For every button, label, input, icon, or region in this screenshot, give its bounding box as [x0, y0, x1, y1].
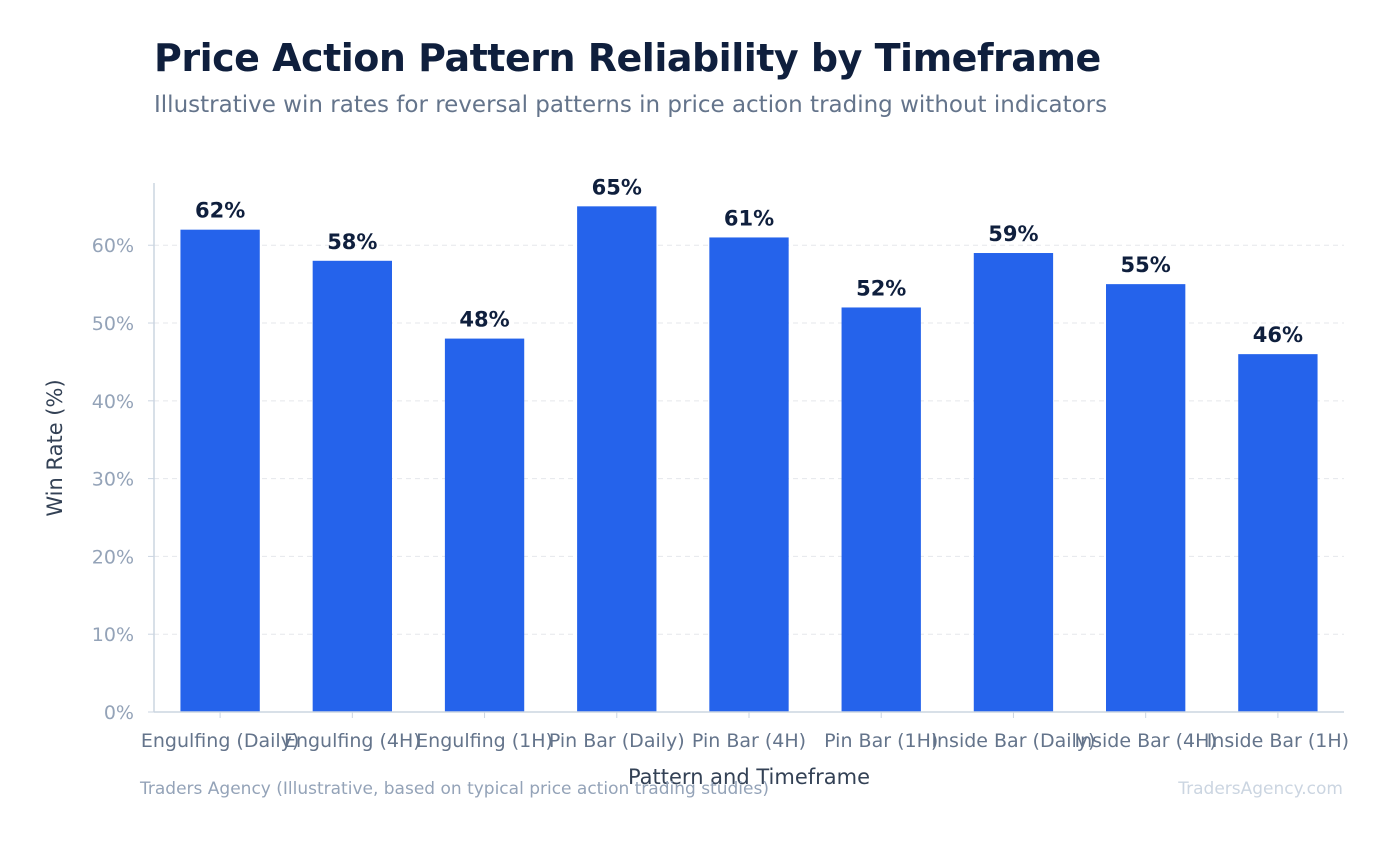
- bar: [312, 260, 392, 712]
- bar-value-labels: 62% 58% 48% 65% 61% 52% 59% 55% 46%: [195, 175, 1303, 347]
- y-tick-label: 0%: [104, 702, 134, 724]
- y-axis-label: Win Rate (%): [43, 379, 67, 516]
- bar: [180, 229, 260, 713]
- bar-value-label: 46%: [1253, 323, 1303, 347]
- bar: [577, 206, 657, 712]
- y-tick-label: 20%: [92, 546, 134, 568]
- bar: [1106, 284, 1186, 712]
- bar: [709, 237, 789, 713]
- bar-value-label: 65%: [592, 175, 642, 199]
- watermark: TradersAgency.com: [1178, 779, 1343, 799]
- x-tick-label: Inside Bar (4H): [1074, 730, 1216, 752]
- y-tick-label: 10%: [92, 624, 134, 646]
- y-tick-label: 40%: [92, 391, 134, 413]
- bar: [841, 307, 921, 712]
- y-tick-label: 60%: [92, 235, 134, 257]
- bar-value-label: 59%: [988, 222, 1038, 246]
- bar-value-label: 61%: [724, 206, 774, 230]
- x-tick-label: Engulfing (4H): [284, 730, 421, 752]
- bar: [444, 338, 525, 712]
- bar-value-label: 52%: [856, 276, 906, 300]
- x-tick-label: Inside Bar (1H): [1207, 730, 1349, 752]
- source-note: Traders Agency (Illustrative, based on t…: [140, 779, 769, 799]
- y-tick-label: 50%: [92, 313, 134, 335]
- bar-value-label: 58%: [327, 230, 377, 254]
- y-tick-label: 30%: [92, 469, 134, 491]
- bar-value-label: 55%: [1121, 253, 1171, 277]
- x-tick-label: Pin Bar (Daily): [549, 730, 685, 752]
- chart-title: Price Action Pattern Reliability by Time…: [154, 36, 1101, 80]
- x-tick-label: Pin Bar (1H): [824, 730, 938, 752]
- x-tick-label: Engulfing (Daily): [141, 730, 299, 752]
- chart-subtitle: Illustrative win rates for reversal patt…: [154, 92, 1108, 118]
- x-tick-label: Engulfing (1H): [416, 730, 553, 752]
- x-axis-label: Pattern and Timeframe: [628, 765, 870, 789]
- axes: 0%10%20%30%40%50%60%Engulfing (Daily)Eng…: [92, 183, 1349, 752]
- x-tick-label: Pin Bar (4H): [692, 730, 806, 752]
- bar-value-label: 48%: [459, 308, 509, 332]
- bar-value-label: 62%: [195, 199, 245, 223]
- bars: [180, 206, 1318, 713]
- x-tick-label: Inside Bar (Daily): [931, 730, 1095, 752]
- bar: [1238, 354, 1318, 712]
- bar: [973, 253, 1054, 712]
